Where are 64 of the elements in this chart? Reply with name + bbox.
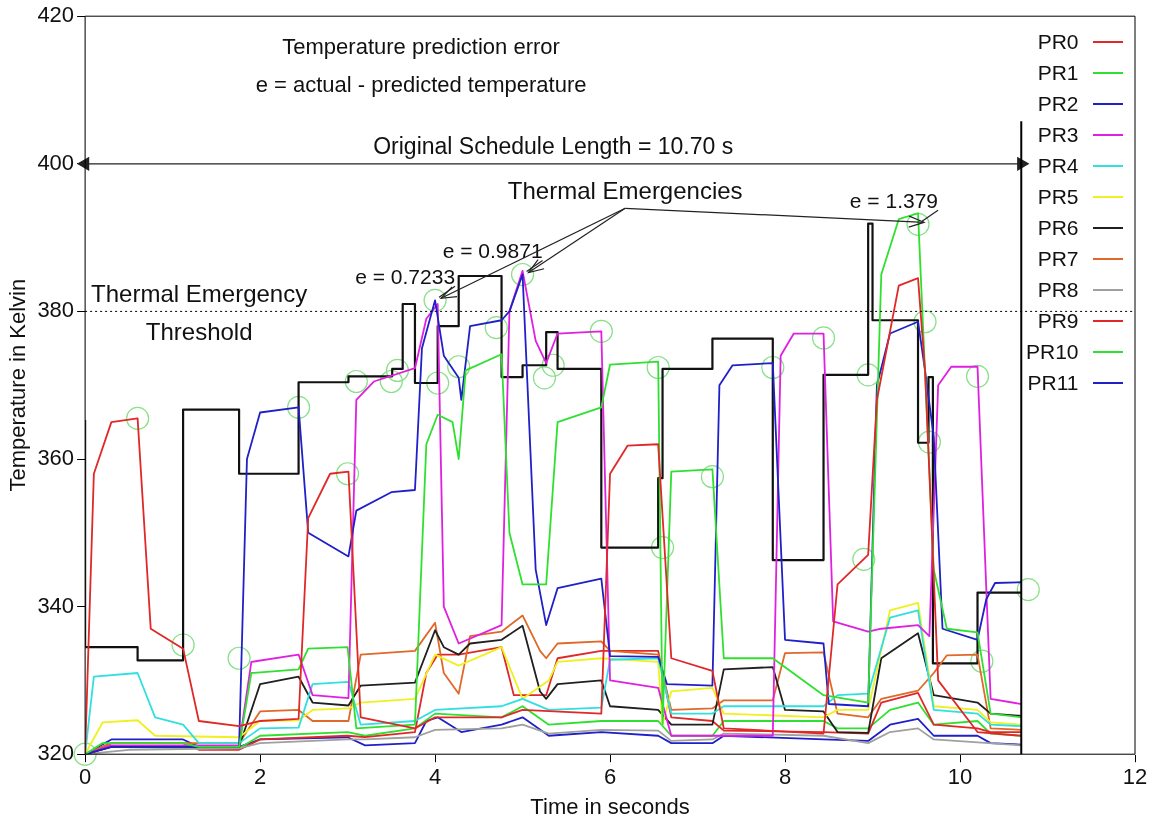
point — [811, 326, 836, 350]
x-tick-label: 2 — [253, 764, 267, 790]
legend-label: PR10 — [1026, 339, 1079, 364]
legend-label: PR4 — [1037, 153, 1079, 178]
legend-label: PR0 — [1037, 29, 1079, 54]
point — [906, 212, 930, 236]
legend-label: PR9 — [1037, 308, 1079, 333]
x-tick-label: 12 — [1122, 764, 1148, 790]
point — [227, 646, 251, 670]
ref-line-label: Thermal Emergency Threshold — [91, 280, 308, 346]
annotation: Original Schedule Length = 10.70 s — [373, 132, 734, 159]
point — [650, 535, 675, 560]
x-tick-label: 8 — [778, 764, 792, 790]
point — [447, 355, 471, 379]
text: Temperature prediction error — [282, 34, 560, 60]
point — [344, 369, 368, 394]
point — [335, 462, 360, 486]
point — [646, 355, 670, 380]
annotation: e = 0.7233 — [355, 264, 456, 288]
point — [286, 395, 311, 419]
text: e = actual - predicted temperature — [255, 72, 587, 98]
point — [852, 547, 876, 571]
legend-label: PR8 — [1037, 277, 1079, 302]
point — [126, 406, 150, 431]
y-tick-label: 380 — [37, 297, 75, 323]
y-tick-label: 360 — [37, 445, 75, 471]
y-tick-label: 340 — [37, 592, 75, 618]
point — [965, 364, 990, 388]
y-tick-label: 400 — [37, 149, 75, 175]
point — [541, 353, 565, 377]
point — [917, 430, 941, 454]
y-tick-label: 420 — [37, 2, 75, 28]
legend-label: PR1 — [1037, 60, 1079, 85]
legend-label: PR6 — [1037, 215, 1079, 240]
legend-label: PR7 — [1037, 246, 1079, 271]
point — [171, 633, 195, 657]
point — [426, 371, 450, 395]
legend-label: PR11 — [1027, 370, 1079, 395]
legend-label: PR5 — [1037, 184, 1079, 209]
x-axis-title: Time in seconds — [530, 793, 690, 819]
x-tick-label: 6 — [603, 764, 617, 790]
annotation: Thermal Emergencies — [507, 176, 743, 204]
point — [484, 316, 508, 340]
point — [385, 358, 410, 383]
point — [1016, 578, 1040, 602]
x-tick-label: 10 — [947, 764, 973, 790]
point — [532, 366, 557, 390]
x-tick-label: 0 — [78, 764, 92, 790]
legend-label: PR3 — [1037, 122, 1079, 147]
point — [589, 319, 613, 343]
point — [700, 465, 725, 489]
point — [761, 355, 785, 380]
point — [510, 262, 535, 287]
annotation: e = 0.9871 — [442, 238, 543, 262]
annotation: e = 1.379 — [849, 188, 939, 212]
point — [423, 288, 447, 312]
point — [913, 310, 937, 334]
x-tick-label: 4 — [428, 764, 442, 790]
point — [73, 742, 97, 766]
y-axis-title: Temperature in Kelvin — [5, 278, 31, 492]
point — [379, 369, 403, 394]
y-tick-label: 320 — [37, 740, 75, 766]
point — [970, 649, 994, 673]
legend-label: PR2 — [1037, 91, 1079, 116]
